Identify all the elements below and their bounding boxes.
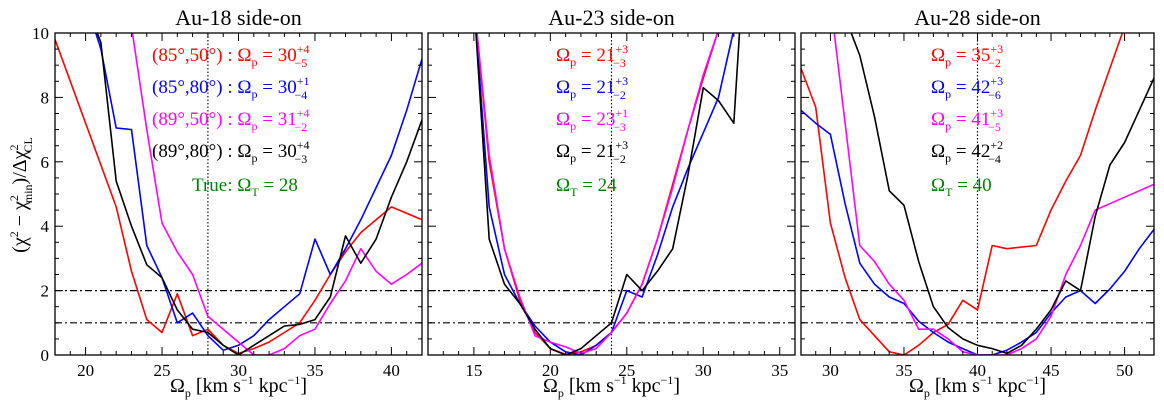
- x-tick-label: 35: [771, 361, 788, 380]
- x-tick-label: 25: [154, 361, 171, 380]
- annotation-2: Ωp = 42+3 −6: [931, 74, 1003, 102]
- x-tick-label: 50: [1116, 361, 1133, 380]
- x-axis-label: Ωp [km s−1 kpc−1]: [170, 373, 307, 400]
- annotation-1: Ωp = 35+3 −2: [931, 42, 1003, 70]
- series-line-1: [801, 33, 1124, 355]
- panel-1: Au-18 side-on (85°,50°) : Ωp = 30+4 −5 (85°…: [32, 5, 423, 400]
- annotation-2: (85°,80°) : Ωp = 30+1 −4: [152, 74, 310, 102]
- panel-3: Au-28 side-on Ωp = 35+3 −2 Ωp = 42+3 −6 Ωp = …: [800, 5, 1155, 400]
- series-line-3: [476, 33, 719, 355]
- series-line-2: [801, 109, 1154, 355]
- y-tick-label: 0: [41, 346, 50, 365]
- x-tick-label: 35: [895, 361, 912, 380]
- x-tick-label: 30: [695, 361, 712, 380]
- series-line-3: [131, 33, 422, 355]
- series-group: [475, 33, 741, 355]
- series-group: [55, 33, 422, 355]
- x-tick-label: 15: [465, 361, 482, 380]
- y-tick-label: 6: [41, 153, 50, 172]
- true-label: ΩT = 24: [556, 175, 617, 199]
- x-tick-label: 30: [822, 361, 839, 380]
- annotation-3: Ωp = 41+3 −5: [931, 106, 1003, 134]
- true-label: True: ΩT = 28: [192, 175, 298, 199]
- series-line-4: [96, 33, 422, 355]
- y-tick-label: 4: [41, 217, 50, 236]
- x-tick-label: 45: [1043, 361, 1060, 380]
- y-axis-label: (χ2 − χ2min)/Δχ2CL: [7, 137, 35, 253]
- y-tick-label: 8: [41, 88, 50, 107]
- x-tick-label: 35: [306, 361, 323, 380]
- x-tick-label: 25: [618, 361, 635, 380]
- annotation-4: (89°,80°) : Ωp = 30+4 −3: [152, 138, 310, 166]
- series-line-4: [850, 33, 1154, 355]
- annotation-4: Ωp = 42+2 −4: [931, 138, 1003, 166]
- series-line-2: [94, 33, 422, 352]
- x-tick-label: 40: [969, 361, 986, 380]
- panel-2: Au-23 side-on Ωp = 21+3 −3 Ωp = 21+3 −2 Ωp = …: [427, 5, 796, 400]
- panel-title: Au-18 side-on: [175, 5, 301, 30]
- x-tick-label: 20: [77, 361, 94, 380]
- panel-title: Au-23 side-on: [548, 5, 674, 30]
- panel-title: Au-28 side-on: [914, 5, 1040, 30]
- series-line-3: [833, 33, 1154, 355]
- series-line-4: [475, 33, 741, 355]
- x-axis-label: Ωp [km s−1 kpc−1]: [543, 373, 680, 400]
- annotation-3: (89°,50°) : Ωp = 31+4 −2: [152, 106, 310, 134]
- y-tick-label: 2: [41, 282, 50, 301]
- annotation-2: Ωp = 21+3 −2: [556, 74, 628, 102]
- series-line-1: [55, 39, 422, 355]
- x-axis-label: Ωp [km s−1 kpc−1]: [909, 373, 1046, 400]
- series-group: [801, 33, 1154, 355]
- annotation-1: (85°,50°) : Ωp = 30+4 −5: [152, 42, 310, 70]
- y-tick-label: 10: [32, 24, 49, 43]
- annotation-4: Ωp = 21+3 −2: [556, 138, 628, 166]
- x-tick-label: 30: [230, 361, 247, 380]
- annotation-3: Ωp = 23+1 −3: [556, 106, 628, 134]
- annotation-1: Ωp = 21+3 −3: [556, 42, 628, 70]
- x-tick-label: 20: [542, 361, 559, 380]
- x-tick-label: 40: [383, 361, 400, 380]
- true-label: ΩT = 40: [931, 175, 992, 199]
